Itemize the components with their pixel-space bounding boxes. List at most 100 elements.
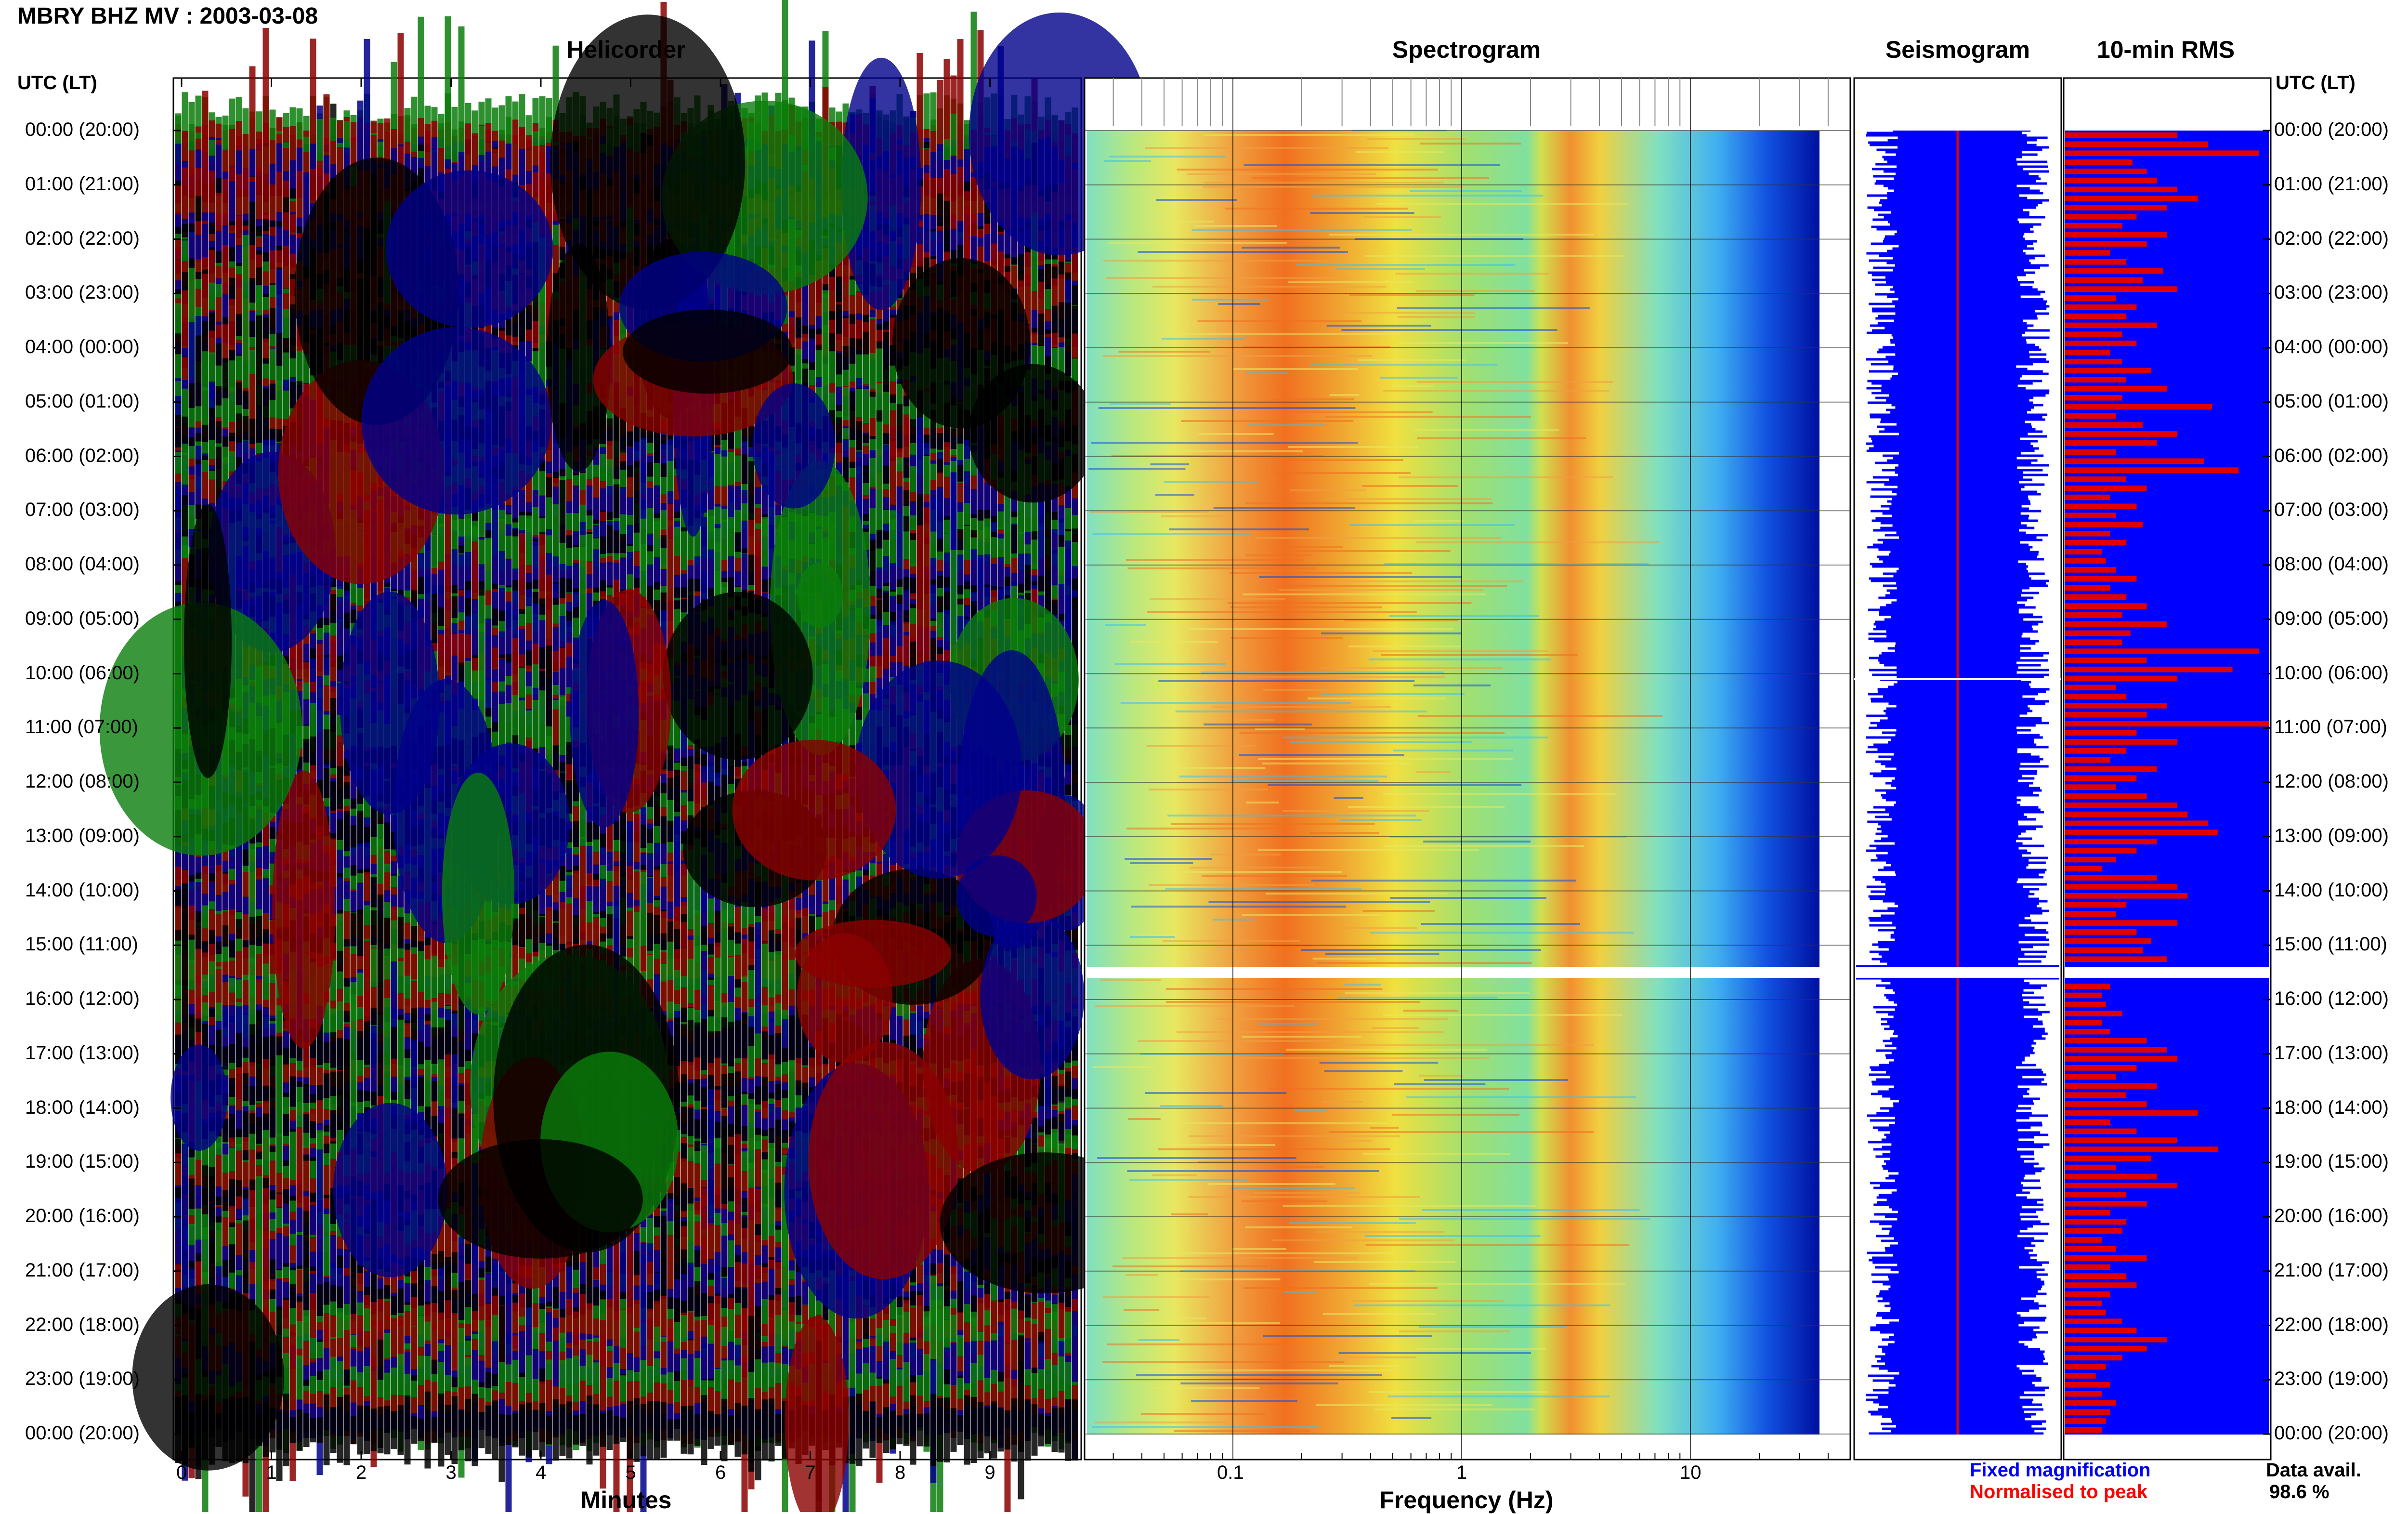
rms-bar — [2065, 703, 2167, 709]
ytick-label-right: 01:00 (21:00) — [2274, 173, 2389, 195]
rms-bar — [2065, 213, 2137, 220]
rms-bar — [2065, 694, 2127, 699]
seismogram-envelope — [1856, 129, 2059, 1435]
ytick-label-left: 00:00 (20:00) — [25, 119, 140, 140]
ytick-label-left: 19:00 (15:00) — [25, 1151, 140, 1172]
helicorder-xtick-label: 9 — [984, 1462, 995, 1483]
rms-bar — [2065, 358, 2122, 365]
rms-bar — [2065, 1047, 2167, 1053]
rms-bar — [2065, 847, 2137, 854]
rms-bar — [2065, 1192, 2127, 1198]
helicorder-event — [361, 327, 552, 515]
helicorder-xtick-label: 8 — [895, 1462, 906, 1483]
rms-bar — [2065, 875, 2157, 881]
ytick-label-left: 20:00 (16:00) — [25, 1205, 140, 1226]
rms-bar — [2065, 259, 2127, 265]
rms-bar — [2065, 1237, 2102, 1243]
rms-bar — [2065, 177, 2157, 184]
rms-bar — [2065, 576, 2137, 582]
rms-bar — [2065, 757, 2110, 763]
rms-bar — [2065, 422, 2143, 428]
utc-axis-header-right: UTC (LT) — [2276, 72, 2356, 93]
helicorder-event — [956, 855, 1037, 937]
rms-bar — [2065, 1110, 2198, 1116]
helicorder-xtick-label: 0 — [176, 1462, 187, 1483]
rms-bar — [2065, 395, 2122, 401]
helicorder-xtick-label: 7 — [805, 1462, 816, 1483]
spectrogram-xtick-label: 10 — [1680, 1462, 1701, 1483]
rms-bar — [2065, 829, 2218, 835]
ytick-label-left: 15:00 (11:00) — [25, 934, 138, 955]
rms-bar — [2065, 1001, 2106, 1008]
rms-bar — [2065, 331, 2122, 337]
spectrogram-xlabel: Frequency (Hz) — [1379, 1487, 1554, 1514]
rms-bar — [2065, 1200, 2147, 1207]
ytick-label-right: 22:00 (18:00) — [2274, 1314, 2389, 1335]
rms-bar — [2065, 386, 2167, 392]
rms-bar — [2065, 884, 2178, 890]
rms-bar — [2065, 503, 2137, 510]
ytick-label-left: 13:00 (09:00) — [25, 825, 140, 846]
spectrogram-title: Spectrogram — [1392, 36, 1541, 63]
rms-bar — [2065, 1219, 2127, 1225]
rms-bar — [2065, 404, 2212, 410]
ytick-label-left: 09:00 (05:00) — [25, 607, 140, 629]
ytick-label-right: 21:00 (17:00) — [2274, 1259, 2389, 1281]
ytick-label-right: 00:00 (20:00) — [2274, 1422, 2389, 1444]
rms-bar — [2065, 150, 2259, 157]
data-avail-label: Data avail. — [2266, 1460, 2361, 1481]
rms-bar — [2065, 1128, 2137, 1134]
rms-bar — [2065, 1156, 2151, 1161]
rms-bar — [2065, 549, 2102, 555]
seismogram-plot — [1853, 77, 2062, 1461]
rms-bar — [2065, 983, 2110, 989]
helicorder-event — [841, 57, 921, 310]
rms-bar — [2065, 1020, 2102, 1026]
rms-bar — [2065, 1328, 2137, 1333]
ytick-label-left: 10:00 (06:00) — [25, 662, 140, 684]
rms-bar — [2065, 1137, 2178, 1144]
rms-bar — [2065, 721, 2269, 727]
ytick-label-right: 17:00 (13:00) — [2274, 1042, 2389, 1064]
helicorder-event — [752, 383, 835, 509]
rms-bar — [2065, 304, 2137, 310]
ytick-label-left: 16:00 (12:00) — [25, 988, 140, 1009]
rms-bar — [2065, 530, 2110, 537]
ytick-label-right: 13:00 (09:00) — [2274, 825, 2389, 846]
helicorder-plot — [99, 0, 1151, 1512]
rms-bar — [2065, 205, 2167, 211]
rms-bar — [2065, 1318, 2122, 1325]
ytick-label-left: 17:00 (13:00) — [25, 1042, 140, 1064]
ytick-label-right: 04:00 (00:00) — [2274, 336, 2389, 357]
rms-bar — [2065, 992, 2102, 999]
rms-bar — [2065, 1255, 2147, 1261]
rms-bar — [2065, 368, 2151, 374]
helicorder-event — [184, 504, 232, 778]
helicorder-xtick-label: 3 — [445, 1462, 457, 1483]
ytick-label-left: 00:00 (20:00) — [25, 1422, 140, 1444]
helicorder-event — [855, 660, 1022, 879]
rms-bar — [2065, 196, 2198, 202]
rms-bar — [2065, 476, 2127, 482]
ytick-label-right: 12:00 (08:00) — [2274, 771, 2389, 792]
helicorder-event — [980, 913, 1085, 1080]
rms-bar — [2065, 377, 2127, 382]
helicorder-xtick-label: 1 — [266, 1462, 277, 1483]
rms-bar — [2065, 730, 2137, 736]
ytick-label-left: 21:00 (17:00) — [25, 1259, 140, 1281]
figure-title: MBRY BHZ MV : 2003-03-08 — [17, 3, 318, 29]
helicorder-event — [386, 170, 553, 328]
rms-bar — [2065, 929, 2137, 935]
rms-bar — [2065, 1264, 2110, 1270]
rms-bar — [2065, 947, 2143, 953]
helicorder-xtick-label: 5 — [625, 1462, 636, 1483]
rms-bar — [2065, 585, 2110, 591]
rms-bar — [2065, 748, 2127, 754]
rms-bar — [2065, 1427, 2102, 1433]
rms-bar — [2065, 1273, 2127, 1279]
rms-bar — [2065, 1373, 2096, 1379]
rms-bar — [2065, 458, 2204, 464]
ytick-label-right: 18:00 (14:00) — [2274, 1096, 2389, 1118]
rms-bar — [2065, 1183, 2178, 1189]
rms-bar — [2065, 1291, 2110, 1297]
